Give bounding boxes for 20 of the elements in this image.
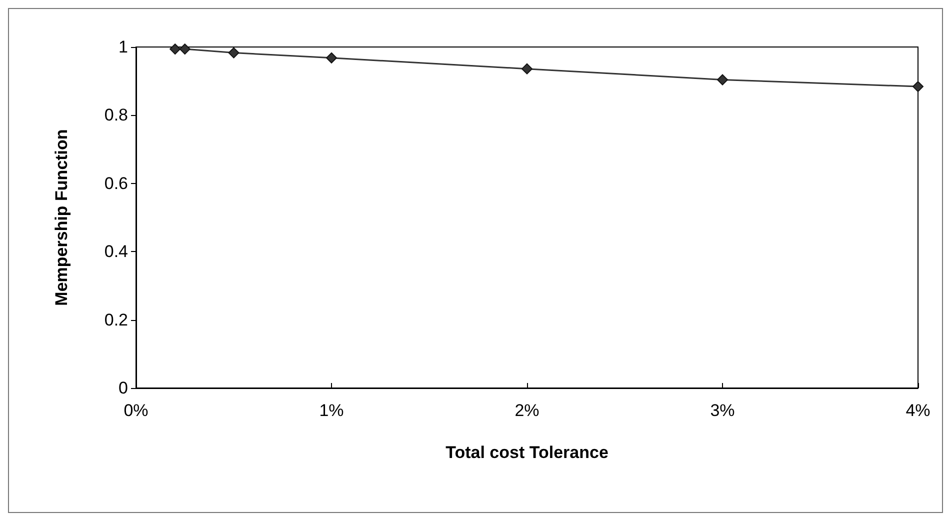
y-tick-label: 0.6 <box>104 174 128 193</box>
point <box>522 63 532 74</box>
point <box>228 47 240 58</box>
y-tick-label: 0.4 <box>104 242 128 262</box>
point <box>717 74 728 86</box>
point <box>179 44 190 55</box>
point <box>170 44 181 55</box>
x-tick-label: 0% <box>124 401 148 420</box>
y-tick-label: 0.2 <box>104 310 128 330</box>
x-tick-label: 1% <box>319 401 344 420</box>
y-tick-label: 1 <box>118 38 128 56</box>
x-axis-title: Total cost Tolerance <box>446 443 608 462</box>
y-tick-label: 0.8 <box>104 106 128 125</box>
x-tick-label: 2% <box>514 401 540 420</box>
x-tick-label: 3% <box>710 401 735 420</box>
y-tick-label: 0 <box>118 378 128 398</box>
point <box>912 81 924 92</box>
point <box>326 52 337 64</box>
x-tick-label: 4% <box>906 401 930 420</box>
y-axis-title: Mempership Function <box>52 129 71 306</box>
